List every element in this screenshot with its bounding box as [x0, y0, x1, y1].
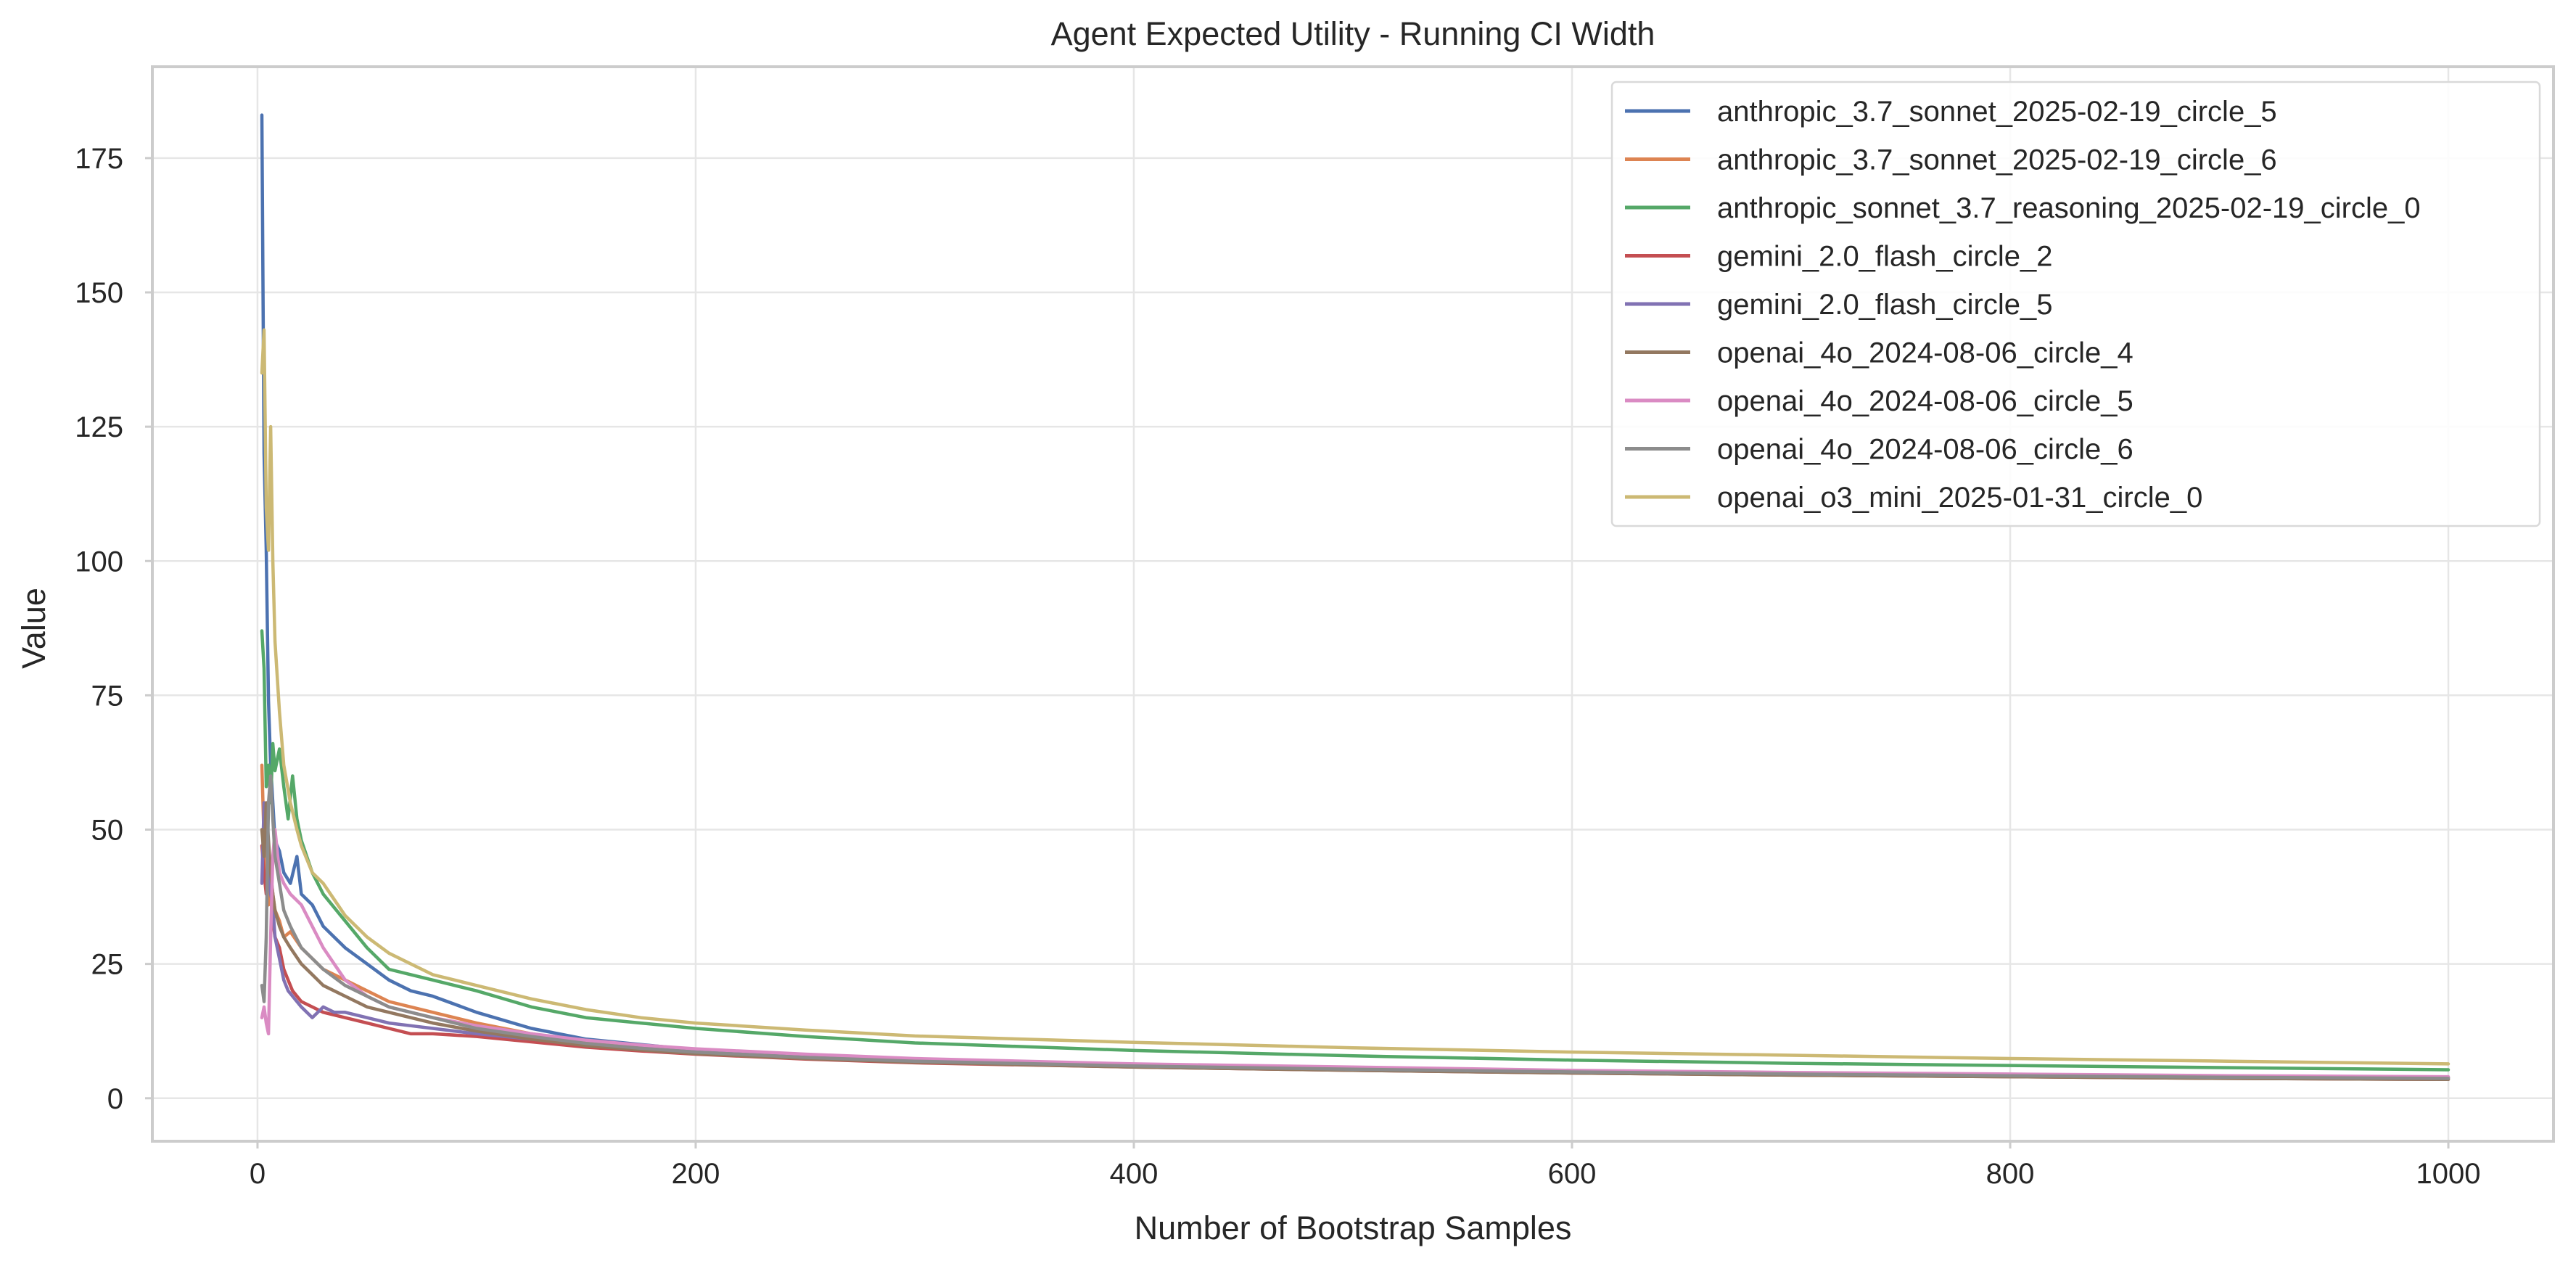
x-tick-label: 0: [250, 1158, 266, 1190]
y-tick-label: 100: [75, 546, 123, 578]
legend-entry: openai_4o_2024-08-06_circle_6: [1717, 434, 2133, 466]
axis-ticks: 0 200 400 600 800 1000 0 25 50 75 100 125 150 175: [75, 143, 2480, 1190]
y-tick-label: 50: [91, 815, 124, 847]
legend-entry: anthropic_3.7_sonnet_2025-02-19_circle_5: [1717, 96, 2277, 128]
legend-entry: anthropic_sonnet_3.7_reasoning_2025-02-1…: [1717, 192, 2421, 224]
legend-entry: gemini_2.0_flash_circle_5: [1717, 289, 2053, 321]
y-tick-label: 125: [75, 411, 123, 443]
x-tick-label: 400: [1110, 1158, 1159, 1190]
grid: [152, 67, 2554, 1141]
y-tick-label: 150: [75, 277, 123, 309]
x-tick-label: 800: [1986, 1158, 2035, 1190]
series-line-8: [260, 774, 2451, 1080]
legend-entry: anthropic_3.7_sonnet_2025-02-19_circle_6: [1717, 144, 2277, 176]
series-lines: [260, 113, 2451, 1082]
x-tick-label: 1000: [2416, 1158, 2481, 1190]
y-tick-label: 0: [107, 1083, 123, 1115]
y-tick-label: 25: [91, 949, 124, 981]
legend-entry: openai_o3_mini_2025-01-31_circle_0: [1717, 482, 2202, 514]
legend: anthropic_3.7_sonnet_2025-02-19_circle_5…: [1610, 81, 2541, 527]
y-axis-label: Value: [15, 588, 52, 669]
series-line-9: [260, 328, 2451, 1066]
y-tick-label: 175: [75, 143, 123, 175]
legend-entry: openai_4o_2024-08-06_circle_5: [1717, 385, 2133, 417]
y-tick-label: 75: [91, 680, 124, 712]
chart-title: Agent Expected Utility - Running CI Widt…: [1051, 15, 1655, 52]
plot-frame: [151, 65, 2555, 1143]
series-line-3: [260, 629, 2451, 1072]
x-axis-label: Number of Bootstrap Samples: [1135, 1209, 1572, 1246]
x-tick-label: 600: [1548, 1158, 1597, 1190]
x-tick-label: 200: [672, 1158, 720, 1190]
legend-entry: openai_4o_2024-08-06_circle_4: [1717, 337, 2133, 369]
legend-box: [1610, 81, 2541, 527]
legend-entry: gemini_2.0_flash_circle_2: [1717, 241, 2053, 273]
